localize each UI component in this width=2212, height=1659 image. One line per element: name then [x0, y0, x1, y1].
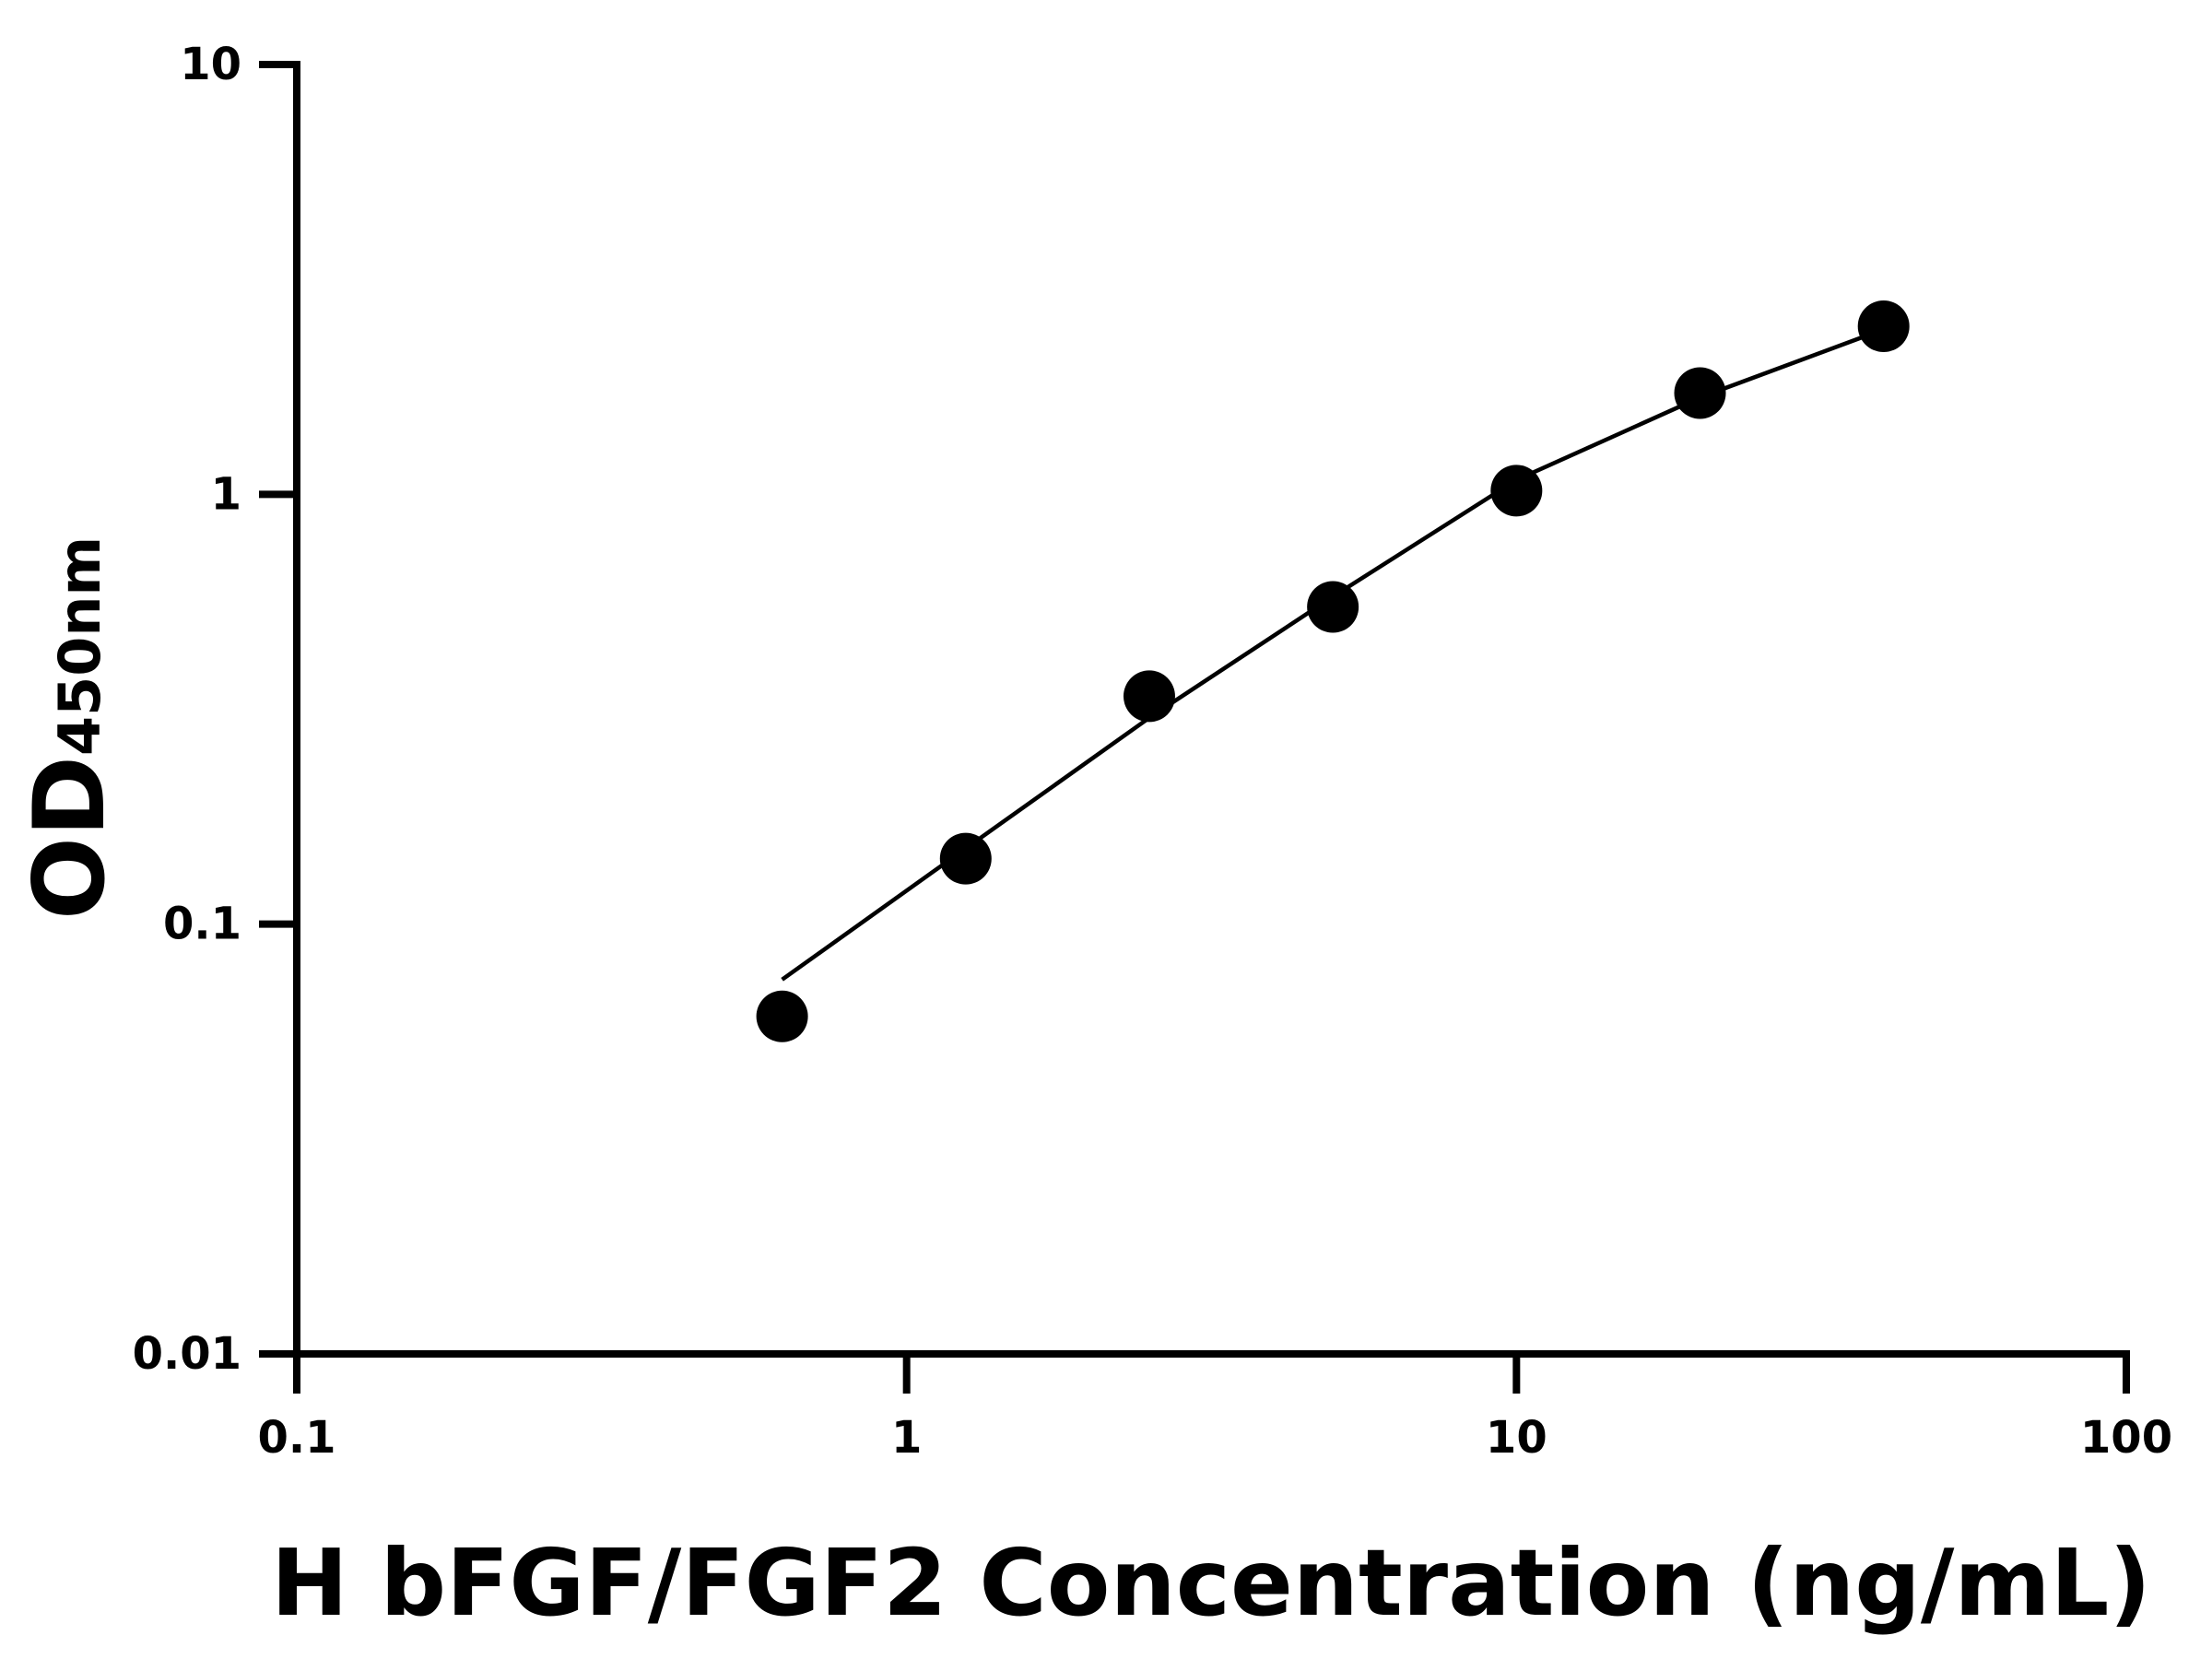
x-axis-label: H bFGF/FGF2 Concentration (ng/mL): [271, 1529, 2151, 1637]
y-tick-label: 0.1: [163, 899, 241, 950]
x-tick-label: 10: [1486, 1412, 1547, 1464]
y-tick-label: 10: [180, 39, 241, 90]
data-point: [1307, 581, 1359, 633]
y-tick-label: 1: [211, 468, 241, 520]
data-point: [1490, 465, 1543, 517]
y-axis-label: OD450nm: [13, 536, 126, 920]
data-point: [1123, 670, 1175, 723]
x-tick-label: 0.1: [257, 1412, 335, 1464]
y-tick-label: 0.01: [133, 1328, 241, 1380]
data-point: [1857, 300, 1910, 353]
data-point: [1674, 367, 1726, 419]
x-tick-label: 100: [2080, 1412, 2172, 1464]
x-tick-label: 1: [891, 1412, 922, 1464]
y-axis-label-main: OD: [13, 756, 126, 920]
data-point: [756, 990, 808, 1042]
y-axis-label-subscript: 450nm: [46, 536, 113, 756]
data-point: [939, 832, 992, 885]
fit-curve: [781, 327, 1885, 982]
